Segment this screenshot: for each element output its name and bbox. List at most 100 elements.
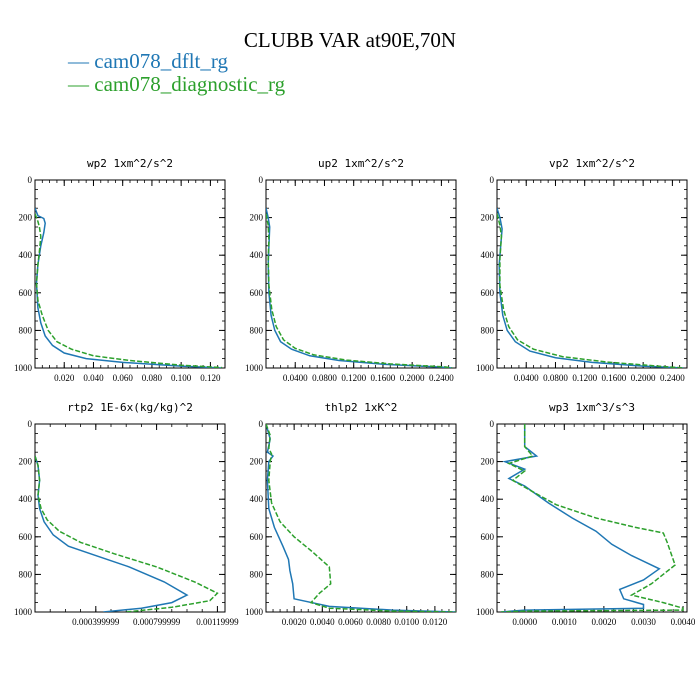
x-tick-label: 0.0400: [283, 373, 308, 383]
y-tick-label: 400: [19, 494, 33, 504]
x-tick-label: 0.0800: [312, 373, 337, 383]
legend-entry-diagnostic: — cam078_diagnostic_rg: [68, 73, 285, 96]
plot-frame: [496, 179, 688, 369]
panel-title: up2 1xm^2/s^2: [318, 157, 404, 170]
x-tick-label: 0.1600: [602, 373, 627, 383]
series-line-diagnostic: [500, 424, 684, 612]
y-tick-label: 0: [490, 419, 495, 429]
plot-frame: [34, 423, 226, 613]
legend-label-dflt: cam078_dflt_rg: [94, 49, 229, 73]
y-tick-label: 600: [481, 532, 495, 542]
panel-title: wp2 1xm^2/s^2: [87, 157, 173, 170]
y-tick-label: 600: [250, 532, 264, 542]
y-tick-label: 600: [250, 288, 264, 298]
y-tick-label: 400: [250, 250, 264, 260]
legend-label-diagnostic: cam078_diagnostic_rg: [94, 72, 286, 96]
x-tick-label: 0.0100: [394, 617, 419, 627]
figure-title: CLUBB VAR at90E,70N: [243, 28, 457, 52]
y-tick-label: 1000: [476, 607, 495, 617]
plot-frame: [265, 179, 457, 369]
x-tick-label: 0.00119999: [196, 617, 239, 627]
y-tick-label: 0: [28, 175, 33, 185]
x-tick-label: 0.2400: [429, 373, 454, 383]
y-tick-label: 800: [481, 325, 495, 335]
y-tick-label: 200: [19, 213, 33, 223]
y-tick-label: 600: [19, 288, 33, 298]
y-tick-label: 400: [481, 250, 495, 260]
series-line-diagnostic: [497, 213, 684, 368]
panel-3: vp2 1xm^2/s^2 0 200 400 600 800 1000 0.0400 0.08…: [476, 157, 688, 383]
x-tick-label: 0.100: [171, 373, 192, 383]
y-tick-label: 400: [481, 494, 495, 504]
legend-dash-diagnostic: —: [68, 72, 89, 96]
x-tick-label: 0.2400: [660, 373, 685, 383]
y-tick-label: 800: [481, 569, 495, 579]
plot-frame: [496, 423, 688, 613]
y-tick-label: 0: [28, 419, 33, 429]
series-line-dflt: [500, 424, 661, 612]
x-tick-label: 0.060: [113, 373, 134, 383]
y-tick-label: 0: [259, 419, 264, 429]
y-tick-label: 1000: [245, 607, 264, 617]
series-line-dflt: [497, 207, 684, 368]
x-tick-label: 0.0010: [552, 617, 577, 627]
y-tick-label: 0: [259, 175, 264, 185]
x-tick-label: 0.0060: [338, 617, 363, 627]
x-tick-label: 0.1200: [572, 373, 597, 383]
series-line-diagnostic: [35, 455, 219, 612]
y-tick-label: 0: [490, 175, 495, 185]
series-line-diagnostic: [266, 424, 456, 612]
y-tick-label: 800: [250, 569, 264, 579]
y-tick-label: 600: [481, 288, 495, 298]
y-tick-label: 200: [250, 213, 264, 223]
panel-1: wp2 1xm^2/s^2 0 200 400 600 800 1000 0.020 0.040…: [14, 157, 226, 383]
y-tick-label: 200: [250, 457, 264, 467]
panel-5: thlp2 1xK^2 0 200 400 600 800 1000 0.0020 0.0040…: [245, 401, 457, 627]
x-tick-label: 0.2000: [400, 373, 425, 383]
y-tick-label: 1000: [245, 363, 264, 373]
x-tick-label: 0.0120: [423, 617, 448, 627]
y-tick-label: 200: [19, 457, 33, 467]
plot-frame: [34, 179, 226, 369]
x-tick-label: 0.0400: [514, 373, 539, 383]
y-tick-label: 800: [19, 569, 33, 579]
panel-4: rtp2 1E-6x(kg/kg)^2 0 200 400 600 800 1000 0.00…: [14, 401, 239, 627]
y-tick-label: 600: [19, 532, 33, 542]
series-line-dflt: [266, 424, 456, 612]
y-tick-label: 800: [19, 325, 33, 335]
x-tick-label: 0.0020: [282, 617, 307, 627]
panel-2: up2 1xm^2/s^2 0 200 400 600 800 1000 0.0400 0.08…: [245, 157, 457, 383]
x-tick-label: 0.0000: [512, 617, 537, 627]
x-tick-label: 0.0030: [631, 617, 656, 627]
series-line-dflt: [266, 208, 453, 368]
x-tick-label: 0.0020: [592, 617, 617, 627]
plot-frame: [265, 423, 457, 613]
x-tick-label: 0.1200: [341, 373, 366, 383]
legend-entry-dflt: — cam078_dflt_rg: [68, 50, 285, 73]
x-tick-label: 0.120: [200, 373, 221, 383]
x-tick-label: 0.0040: [310, 617, 335, 627]
panel-title: thlp2 1xK^2: [325, 401, 398, 414]
series-line-diagnostic: [35, 213, 223, 368]
y-tick-label: 1000: [14, 363, 33, 373]
x-tick-label: 0.000799999: [133, 617, 181, 627]
legend: — cam078_dflt_rg — cam078_diagnostic_rg: [68, 50, 285, 96]
x-tick-label: 0.0800: [543, 373, 568, 383]
y-tick-label: 400: [250, 494, 264, 504]
x-tick-label: 0.2000: [631, 373, 656, 383]
y-tick-label: 400: [19, 250, 33, 260]
y-tick-label: 200: [481, 213, 495, 223]
legend-dash-dflt: —: [68, 49, 89, 73]
y-tick-label: 800: [250, 325, 264, 335]
x-tick-label: 0.000399999: [72, 617, 120, 627]
y-tick-label: 1000: [14, 607, 33, 617]
y-tick-label: 1000: [476, 363, 495, 373]
panel-6: wp3 1xm^3/s^3 0 200 400 600 800 1000 0.0000 0.00…: [476, 401, 696, 627]
panel-title: vp2 1xm^2/s^2: [549, 157, 635, 170]
series-line-dflt: [35, 455, 189, 612]
x-tick-label: 0.080: [142, 373, 163, 383]
x-tick-label: 0.0080: [366, 617, 391, 627]
x-tick-label: 0.040: [83, 373, 104, 383]
series-line-dflt: [35, 207, 223, 368]
